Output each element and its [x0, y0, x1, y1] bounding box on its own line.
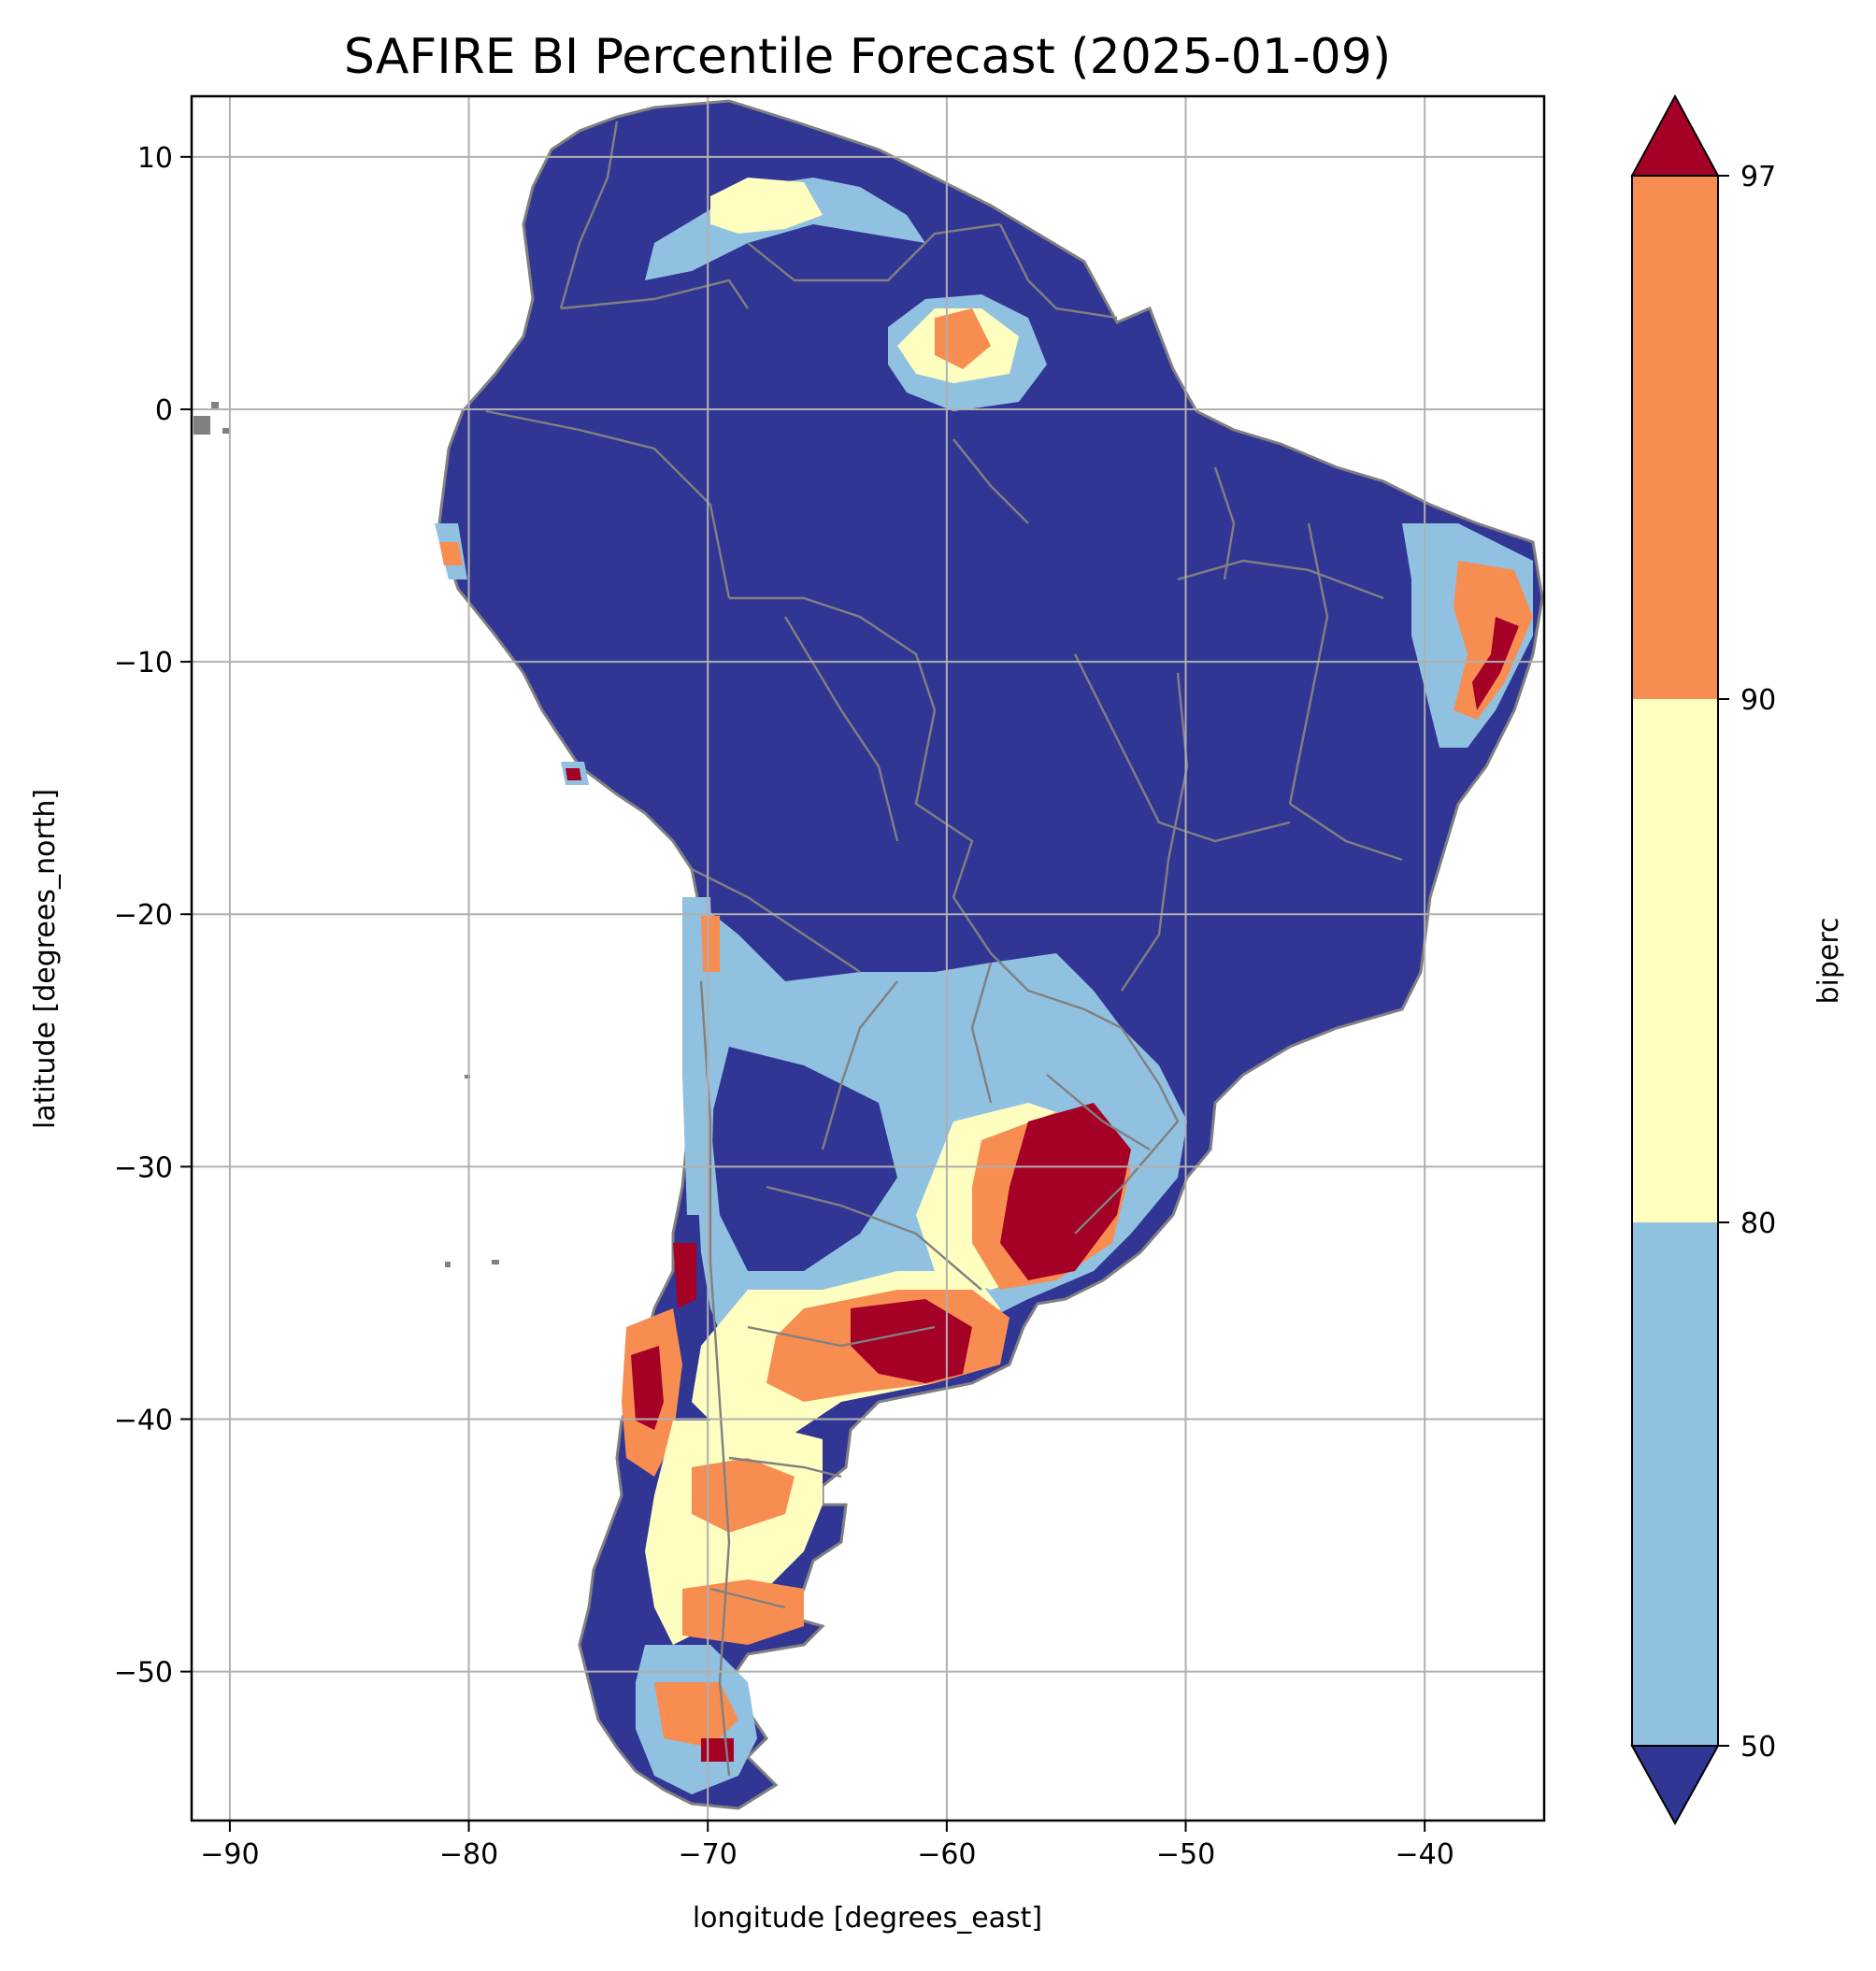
patch-90-97 [439, 542, 463, 565]
x-tick-label-0: −90 [200, 1838, 259, 1871]
plot-area [192, 96, 1544, 1821]
map-title: SAFIRE BI Percentile Forecast (2025-01-0… [344, 29, 1391, 85]
patch-above-97 [851, 1299, 972, 1383]
x-axis-label: longitude [degrees_east] [693, 1902, 1042, 1935]
patch-above-97 [1472, 617, 1519, 710]
patch-90-97 [701, 916, 720, 972]
x-tick-label-5: −40 [1396, 1838, 1454, 1871]
patch-below-50 [710, 1047, 897, 1271]
pacific-islands [193, 402, 499, 1267]
colorbar-tick-label-3: 97 [1740, 161, 1776, 193]
patch-90-97 [654, 1682, 738, 1748]
colorbar-tick-label-2: 90 [1740, 684, 1776, 717]
colorbar-ticks: 50 80 90 97 [1718, 161, 1776, 1764]
colorbar-tick-label-1: 80 [1740, 1207, 1776, 1240]
x-tick-label-2: −70 [679, 1838, 738, 1871]
patch-90-97 [935, 308, 991, 369]
patch-above-97 [1000, 1103, 1131, 1280]
patch-above-97 [701, 1738, 734, 1762]
colorbar-band-50-80 [1632, 1222, 1718, 1746]
y-tick-label-6: −50 [114, 1657, 173, 1690]
patch-above-97 [631, 1346, 664, 1430]
x-tick-label-3: −60 [917, 1838, 976, 1871]
x-tick-label-1: −80 [439, 1838, 498, 1871]
colorbar-label: biperc [1812, 917, 1845, 1004]
y-axis-label: latitude [degrees_north] [29, 789, 62, 1129]
colorbar-extend-above-97 [1630, 93, 1720, 177]
patch-above-97 [566, 768, 581, 780]
x-tick-label-4: −50 [1156, 1838, 1215, 1871]
colorbar-frame [1631, 175, 1719, 1747]
patch-90-97 [692, 1458, 795, 1533]
colorbar-band-90-97 [1632, 176, 1718, 699]
y-tick-label-5: −40 [114, 1404, 173, 1436]
colorbar: 50 80 90 97 biperc [1630, 93, 1845, 1826]
plot-frame [190, 94, 1546, 1822]
y-tick-label-0: 10 [137, 142, 173, 175]
y-axis-ticks: 10 0 −10 −20 −30 −40 −50 [114, 142, 192, 1690]
x-axis-ticks: −90 −80 −70 −60 −50 −40 [200, 1821, 1454, 1871]
risk-percentile-patches [435, 178, 1533, 1794]
y-tick-label-4: −30 [114, 1151, 173, 1184]
gridlines [192, 96, 1544, 1821]
patch-90-97 [682, 1579, 804, 1645]
colorbar-tick-label-0: 50 [1740, 1731, 1776, 1764]
colorbar-band-80-90 [1632, 699, 1718, 1222]
y-tick-label-3: −20 [114, 899, 173, 932]
y-tick-label-2: −10 [114, 647, 173, 679]
y-tick-label-1: 0 [155, 394, 173, 427]
colorbar-extend-below-50 [1630, 1745, 1720, 1826]
political-boundaries [485, 121, 1403, 1777]
patch-80-90 [710, 178, 823, 234]
patch-above-97 [673, 1243, 696, 1308]
